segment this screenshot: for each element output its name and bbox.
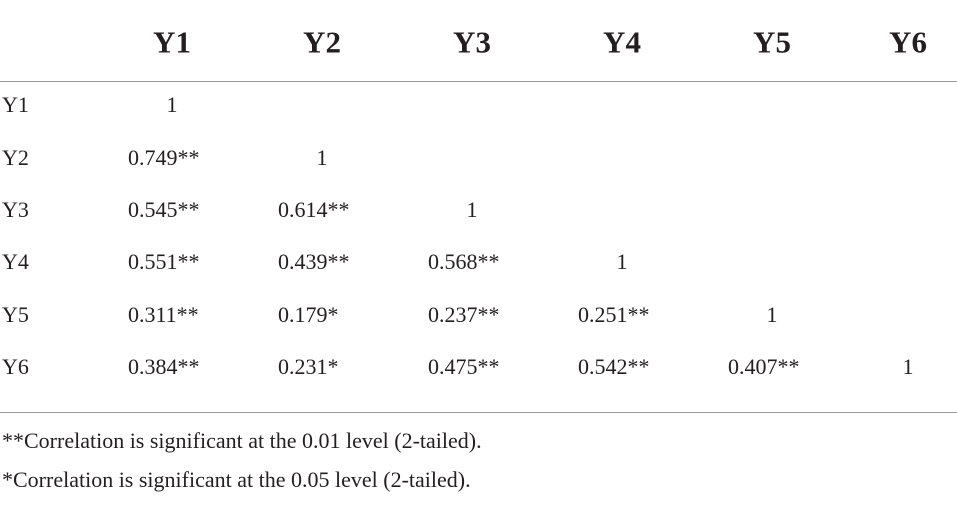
cell: 1 xyxy=(166,92,178,117)
row-label: Y5 xyxy=(2,302,29,327)
cell: 0.551** xyxy=(128,249,200,274)
cell: 1 xyxy=(616,249,628,274)
row-label: Y6 xyxy=(2,354,29,379)
column-header: Y1 xyxy=(153,24,191,60)
bottom-rule xyxy=(0,412,957,413)
header-rule xyxy=(0,81,957,82)
cell: 0.251** xyxy=(578,302,650,327)
cell: 0.542** xyxy=(578,354,650,379)
cell: 0.384** xyxy=(128,354,200,379)
row-label: Y3 xyxy=(2,197,29,222)
cell: 1 xyxy=(316,145,328,170)
cell: 1 xyxy=(902,354,914,379)
row-label: Y1 xyxy=(2,92,29,117)
cell: 1 xyxy=(766,302,778,327)
column-header: Y4 xyxy=(603,24,641,60)
column-header: Y5 xyxy=(753,24,791,60)
cell: 0.407** xyxy=(728,354,800,379)
cell: 0.237** xyxy=(428,302,500,327)
cell: 0.568** xyxy=(428,249,500,274)
cell: 1 xyxy=(466,197,478,222)
column-header: Y3 xyxy=(453,24,491,60)
cell: 0.475** xyxy=(428,354,500,379)
cell: 0.311** xyxy=(128,302,199,327)
cell: 0.179* xyxy=(278,302,339,327)
column-header: Y2 xyxy=(303,24,341,60)
cell: 0.439** xyxy=(278,249,350,274)
cell: 0.614** xyxy=(278,197,350,222)
row-label: Y2 xyxy=(2,145,29,170)
cell: 0.545** xyxy=(128,197,200,222)
cell: 0.749** xyxy=(128,145,200,170)
cell: 0.231* xyxy=(278,354,339,379)
column-header: Y6 xyxy=(889,24,927,60)
footnote: **Correlation is significant at the 0.01… xyxy=(2,428,482,453)
footnote: *Correlation is significant at the 0.05 … xyxy=(2,467,471,492)
row-label: Y4 xyxy=(2,249,29,274)
